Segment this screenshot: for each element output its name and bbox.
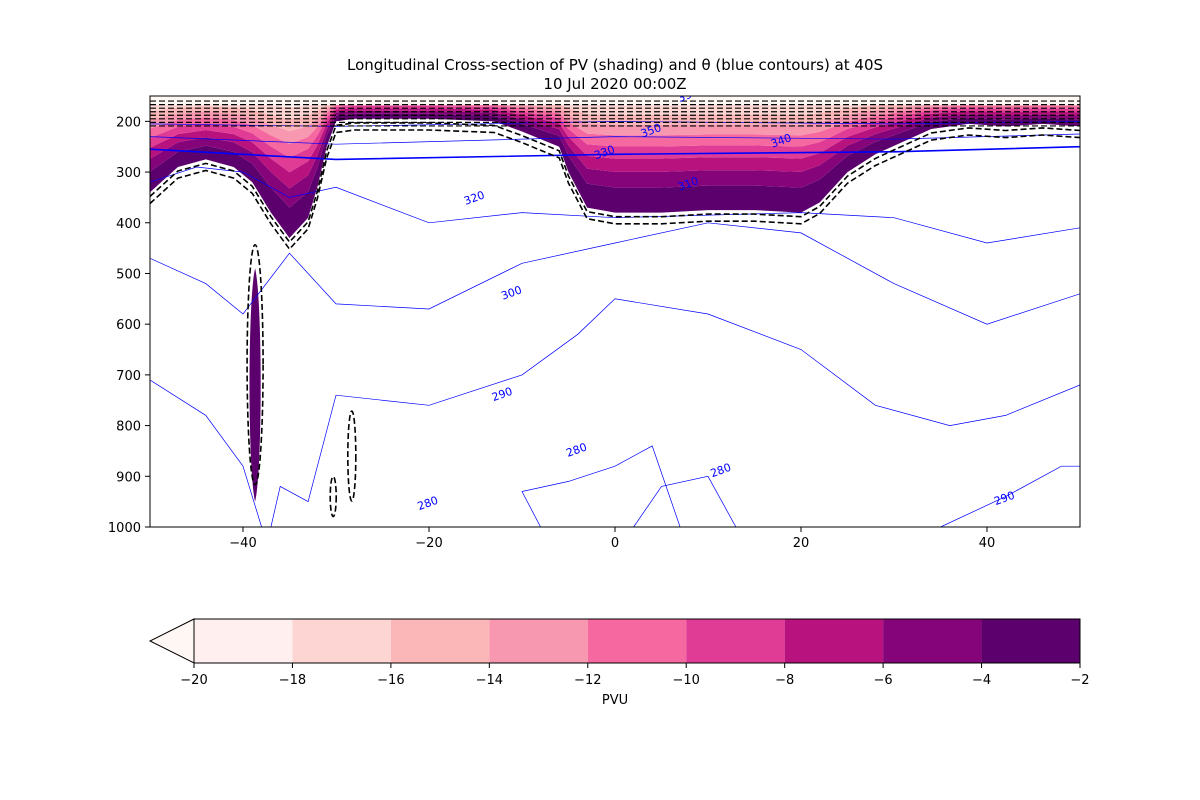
colorbar-tick-label: −10 (673, 673, 700, 688)
theta-contour-line (940, 465, 1080, 527)
contour-label: 280 (416, 494, 440, 513)
colorbar-label: PVU (602, 693, 628, 708)
contour-label: 290 (490, 385, 514, 404)
x-tick-label: 40 (979, 536, 996, 551)
colorbar-extend (148, 618, 195, 664)
x-tick-label: −20 (415, 536, 442, 551)
colorbar-frame (193, 618, 1081, 664)
y-tick-label: 1000 (108, 521, 141, 536)
contour-label: 300 (499, 283, 523, 302)
colorbar-tick-label: −16 (377, 673, 404, 688)
y-tick-label: 700 (116, 369, 141, 384)
theta-contour-line (150, 166, 1080, 244)
colorbar-tick-label: −6 (874, 673, 893, 688)
y-tick-label: 400 (116, 217, 141, 232)
pv-dashed-small (347, 410, 357, 502)
y-axis: 200 300 400 500 600 700 800 900 1000 (108, 115, 150, 536)
chart-title: Longitudinal Cross-section of PV (shadin… (347, 56, 883, 74)
contour-label: 280 (709, 461, 733, 480)
colorbar: −20 −18 −16 −14 −12 −10 −8 −6 −4 −2 (148, 618, 1090, 688)
y-tick-label: 300 (116, 166, 141, 181)
pv-dashed-small (329, 475, 338, 518)
pv-dashed-anomaly (246, 243, 264, 486)
theta-contour-line (270, 298, 1080, 527)
colorbar-segment (194, 619, 293, 663)
colorbar-tick-label: −8 (775, 673, 794, 688)
colorbar-tick-label: −18 (279, 673, 306, 688)
colorbar-tick-label: −20 (180, 673, 207, 688)
x-tick-label: −40 (229, 536, 256, 551)
theta-contour-line (521, 445, 681, 527)
colorbar-tick-label: −4 (972, 673, 991, 688)
y-tick-label: 600 (116, 318, 141, 333)
pv-boundary-dashed (150, 122, 1080, 244)
contour-label: 390 (676, 86, 700, 105)
theta-contour-line (633, 475, 737, 527)
x-axis: −40 −20 0 20 40 (229, 527, 995, 551)
colorbar-tick-label: −2 (1070, 673, 1089, 688)
y-tick-label: 500 (116, 267, 141, 282)
theta-contour-line (150, 222, 1080, 325)
pv-boundary-dashed (150, 129, 1080, 251)
contour-label: 280 (565, 440, 589, 459)
colorbar-segment (587, 619, 687, 663)
colorbar-segment (883, 619, 982, 663)
colorbar-segment (489, 619, 588, 663)
contour-label: 320 (462, 188, 486, 207)
colorbar-segment (390, 619, 490, 663)
theta-contour-line (150, 133, 1080, 145)
x-tick-label: 20 (793, 536, 810, 551)
pv-band (150, 101, 1080, 144)
theta-contours (150, 121, 1080, 527)
theta-contour-line (150, 379, 262, 527)
colorbar-segment (981, 619, 1080, 663)
colorbar-tick-label: −12 (574, 673, 601, 688)
x-tick-label: 0 (611, 536, 619, 551)
y-tick-label: 200 (116, 115, 141, 130)
colorbar-tick-label: −14 (476, 673, 503, 688)
theta-contour-line (150, 145, 1080, 161)
colorbar-segment (686, 619, 785, 663)
y-tick-label: 900 (116, 470, 141, 485)
colorbar-segment (292, 619, 391, 663)
theta-contour-line (150, 121, 1080, 127)
colorbar-segment (784, 619, 884, 663)
pv-dashed-contours (150, 100, 1080, 518)
chart-subtitle: 10 Jul 2020 00:00Z (543, 75, 686, 93)
pv-anomaly (249, 268, 261, 502)
contour-label: 290 (992, 489, 1016, 508)
y-tick-label: 800 (116, 420, 141, 435)
